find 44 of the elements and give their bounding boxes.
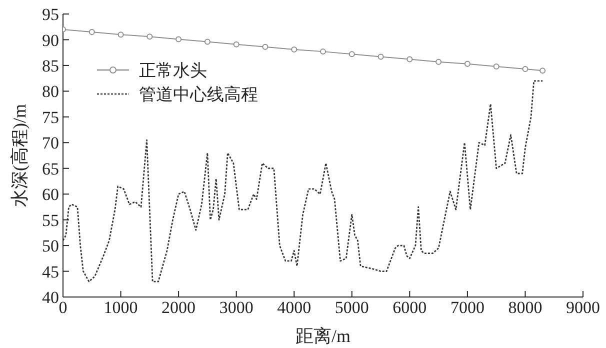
- point: [378, 54, 384, 60]
- legend-label: 管道中心线高程: [139, 84, 258, 106]
- y-tick-label: 80: [42, 82, 59, 102]
- point: [146, 34, 153, 40]
- x-tick-label: 3000: [219, 298, 254, 318]
- point: [493, 63, 500, 70]
- x-tick-label: 7000: [450, 298, 484, 318]
- x-tick-label: 2000: [162, 298, 196, 318]
- y-tick-label: 85: [42, 56, 59, 76]
- point: [204, 38, 210, 45]
- y-tick-label: 65: [42, 159, 59, 178]
- x-tick-label: 8000: [508, 298, 542, 318]
- y-tick-label: 90: [42, 30, 59, 50]
- point: [348, 51, 355, 58]
- point: [320, 48, 326, 55]
- y-tick-label: 70: [42, 134, 59, 153]
- y-tick-label: 95: [42, 5, 59, 24]
- point: [540, 68, 546, 74]
- y-tick-label: 55: [42, 210, 59, 230]
- x-tick-label: 5000: [334, 298, 369, 318]
- point: [262, 44, 268, 50]
- x-tick-label: 1000: [104, 298, 138, 318]
- y-tick-label: 50: [42, 236, 59, 256]
- x-tick-label: 9000: [566, 298, 600, 318]
- legend-label: 正常水头: [139, 60, 207, 82]
- point: [464, 60, 470, 67]
- y-tick-label: 40: [42, 288, 59, 308]
- x-axis-title: 距离/m: [295, 326, 351, 346]
- x-tick-label: 6000: [392, 298, 427, 318]
- point: [118, 32, 124, 38]
- x-tick-label: 0: [58, 298, 68, 318]
- y-tick-label: 60: [42, 185, 59, 204]
- point: [291, 46, 298, 53]
- y-axis-title: 水深(高程)/m: [9, 104, 30, 207]
- point: [88, 29, 95, 36]
- line-series: [63, 80, 544, 282]
- y-tick-label: 75: [42, 108, 59, 127]
- point: [522, 66, 528, 72]
- point: [233, 41, 240, 48]
- point: [406, 56, 413, 62]
- point: [176, 36, 182, 42]
- y-tick-label: 45: [42, 262, 59, 282]
- point: [436, 58, 442, 65]
- x-tick-label: 4000: [277, 298, 312, 318]
